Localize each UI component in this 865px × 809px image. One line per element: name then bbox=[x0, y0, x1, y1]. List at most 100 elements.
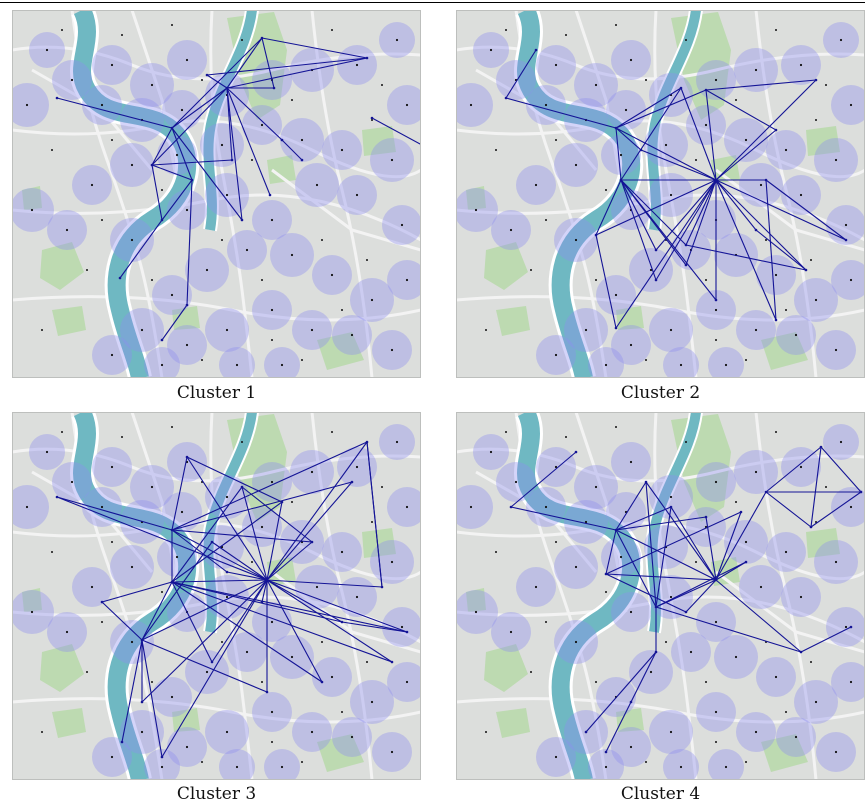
station-node-dot-icon bbox=[300, 138, 304, 142]
network-link bbox=[505, 97, 617, 129]
station-node-dot-icon bbox=[110, 755, 114, 759]
road bbox=[12, 521, 421, 581]
network-node bbox=[190, 178, 194, 182]
station-node-dot-icon bbox=[614, 293, 618, 297]
station-node-dot-icon bbox=[355, 465, 359, 469]
station-node-dot-icon bbox=[70, 78, 74, 82]
network-link bbox=[620, 179, 657, 251]
station-node-dot-icon bbox=[221, 641, 223, 643]
station-node-dot-icon bbox=[799, 193, 803, 197]
network-node bbox=[679, 86, 683, 90]
network-link bbox=[266, 481, 353, 581]
station-node-dot-icon bbox=[574, 565, 578, 569]
station-node-dot-icon bbox=[201, 359, 203, 361]
station-node-dot-icon bbox=[814, 298, 818, 302]
station-node-dot-icon bbox=[584, 328, 588, 332]
coverage-circle-icon bbox=[387, 260, 421, 300]
park-area bbox=[466, 186, 486, 210]
river bbox=[73, 412, 197, 780]
network-link bbox=[620, 87, 682, 181]
station-node-dot-icon bbox=[555, 139, 557, 141]
river bbox=[73, 10, 197, 378]
network-link bbox=[605, 511, 742, 575]
network-node bbox=[704, 88, 708, 92]
network-node bbox=[340, 620, 344, 624]
station-node-dot-icon bbox=[130, 640, 134, 644]
station-node-dot-icon bbox=[390, 348, 394, 352]
caption-cluster-2: Cluster 2 bbox=[620, 383, 701, 403]
park-area bbox=[40, 242, 84, 290]
road bbox=[310, 412, 374, 780]
network-node bbox=[534, 48, 538, 52]
network-node bbox=[744, 560, 748, 564]
station-node-dot-icon bbox=[489, 48, 493, 52]
station-node-dot-icon bbox=[555, 541, 557, 543]
station-node-dot-icon bbox=[705, 279, 707, 281]
network-link bbox=[645, 481, 657, 608]
station-node-dot-icon bbox=[505, 431, 507, 433]
network-node bbox=[764, 178, 768, 182]
station-node-dot-icon bbox=[554, 63, 558, 67]
station-node-dot-icon bbox=[170, 293, 174, 297]
station-node-dot-icon bbox=[140, 328, 144, 332]
network-node bbox=[310, 540, 314, 544]
network-link bbox=[371, 117, 421, 146]
station-node-dot-icon bbox=[330, 675, 334, 679]
network-node bbox=[714, 178, 718, 182]
network-node bbox=[300, 158, 304, 162]
network-node bbox=[714, 298, 718, 302]
station-node-dot-icon bbox=[469, 505, 473, 509]
network-link bbox=[151, 127, 173, 166]
station-node-dot-icon bbox=[474, 208, 478, 212]
station-node-dot-icon bbox=[235, 363, 239, 367]
network-node bbox=[170, 126, 174, 130]
network-node bbox=[774, 318, 778, 322]
coverage-circle-icon bbox=[219, 749, 255, 780]
map-panel-cluster-4 bbox=[456, 412, 865, 780]
station-node-dot-icon bbox=[629, 460, 633, 464]
map-svg-cluster-1 bbox=[12, 10, 421, 378]
network-node bbox=[654, 248, 658, 252]
station-node-dot-icon bbox=[574, 163, 578, 167]
station-node-dot-icon bbox=[849, 680, 853, 684]
station-node-dot-icon bbox=[160, 363, 164, 367]
station-node-dot-icon bbox=[774, 273, 778, 277]
station-node-dot-icon bbox=[65, 630, 69, 634]
network-link bbox=[615, 529, 717, 581]
park-area bbox=[761, 332, 808, 370]
network-node bbox=[55, 495, 59, 499]
network-link bbox=[171, 581, 213, 663]
station-node-dot-icon bbox=[744, 540, 748, 544]
station-node-dot-icon bbox=[130, 238, 134, 242]
station-node-dot-icon bbox=[615, 24, 617, 26]
network-link bbox=[266, 579, 383, 588]
road bbox=[456, 295, 865, 322]
road bbox=[456, 119, 865, 179]
network-link bbox=[141, 579, 268, 703]
station-node-dot-icon bbox=[814, 700, 818, 704]
station-node-dot-icon bbox=[330, 273, 334, 277]
station-node-dot-icon bbox=[594, 485, 598, 489]
station-node-dot-icon bbox=[220, 143, 224, 147]
station-node-dot-icon bbox=[151, 681, 153, 683]
station-node-dot-icon bbox=[110, 465, 114, 469]
network-link bbox=[755, 229, 807, 271]
coverage-circle-icon bbox=[264, 347, 300, 378]
network-link bbox=[171, 481, 353, 531]
network-node bbox=[240, 485, 244, 489]
station-node-dot-icon bbox=[111, 541, 113, 543]
network-link bbox=[765, 179, 777, 321]
station-node-dot-icon bbox=[225, 595, 229, 599]
network-link bbox=[261, 37, 368, 59]
network-node bbox=[170, 580, 174, 584]
road bbox=[310, 10, 374, 378]
station-node-dot-icon bbox=[205, 268, 209, 272]
network-link bbox=[266, 579, 323, 683]
coverage-circle-icon bbox=[387, 85, 421, 125]
network-link bbox=[266, 501, 283, 581]
network-links bbox=[509, 445, 863, 754]
park-area bbox=[172, 306, 200, 330]
network-link bbox=[655, 179, 717, 281]
network-link bbox=[585, 651, 657, 733]
station-node-dot-icon bbox=[30, 610, 34, 614]
